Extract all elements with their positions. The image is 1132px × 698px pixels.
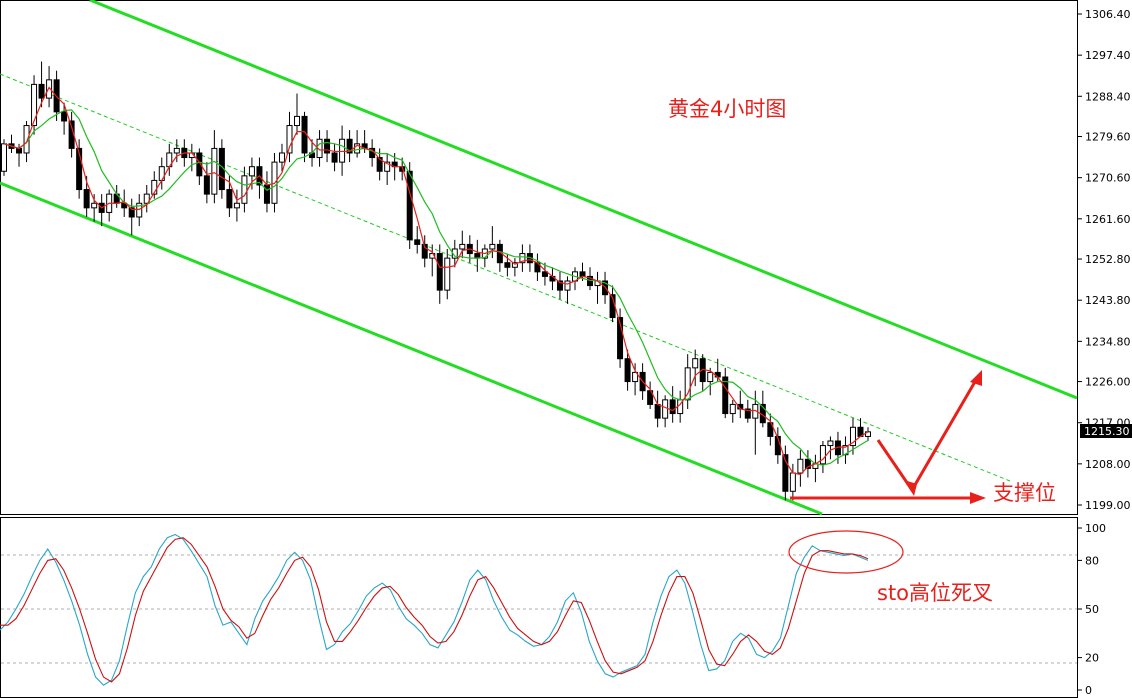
forecast-arrow (876, 370, 982, 496)
candle (632, 363, 639, 396)
candle (511, 258, 518, 277)
candle (819, 440, 826, 473)
candle (143, 184, 150, 213)
sto-tick-label: 20 (1085, 652, 1099, 665)
price-tick-label: 1297.40 (1085, 49, 1131, 62)
candle (331, 143, 338, 172)
price-tick-label: 1243.80 (1085, 294, 1131, 307)
stochastic-k-line (0, 533, 869, 686)
price-tick-label: 1208.00 (1085, 458, 1131, 471)
candle (722, 367, 729, 419)
channel-lower-line (0, 181, 823, 516)
candle (196, 148, 203, 185)
candle (421, 235, 428, 268)
chart-title: 黄金4小时图 (668, 97, 786, 121)
price-tick-label: 1226.00 (1085, 376, 1131, 389)
price-tick-label: 1306.40 (1085, 8, 1131, 21)
candle (339, 125, 346, 176)
current-price-badge: 1215.30 (1080, 424, 1132, 438)
channel-upper-line (89, 0, 1078, 400)
candle (489, 226, 496, 259)
candle (684, 354, 691, 409)
candle (797, 450, 804, 487)
price-tick-label: 1234.80 (1085, 335, 1131, 348)
candle (729, 399, 736, 423)
candle (707, 367, 714, 396)
candle (173, 139, 180, 163)
sto-tick-label: 100 (1085, 522, 1106, 535)
candle (76, 139, 83, 199)
candle (233, 189, 240, 222)
candle (827, 436, 834, 460)
candle (38, 61, 45, 108)
candle (384, 152, 391, 185)
candle (624, 349, 631, 391)
candle (61, 102, 68, 135)
stochastic-d-line (0, 537, 869, 683)
stochastic-axis: 100 80 50 20 0 (1077, 522, 1106, 697)
candle (354, 130, 361, 158)
candle (203, 162, 210, 204)
high-cross-circle (788, 530, 904, 574)
price-tick-label: 1261.60 (1085, 213, 1131, 226)
candle (617, 308, 624, 368)
support-arrow (790, 492, 986, 504)
sto-tick-label: 0 (1085, 684, 1092, 697)
ma-fast-line (3, 86, 869, 476)
candle (316, 130, 323, 167)
candle (767, 413, 774, 446)
candle (519, 244, 526, 272)
candle (541, 262, 548, 286)
candle (564, 276, 571, 304)
candle (406, 162, 413, 249)
candle (286, 111, 293, 163)
candle (136, 194, 143, 227)
candle (31, 75, 38, 135)
sto-tick-label: 80 (1085, 554, 1099, 567)
candle (556, 271, 563, 300)
candle (241, 166, 248, 213)
price-plot (0, 0, 1078, 516)
stochastic-panel-frame (0, 517, 1078, 698)
current-price-text: 1215.30 (1084, 425, 1130, 438)
candle (346, 130, 353, 163)
candle (294, 93, 301, 135)
price-tick-label: 1279.60 (1085, 131, 1131, 144)
candle (151, 171, 158, 199)
candle (849, 418, 856, 455)
price-panel-frame (0, 0, 1078, 515)
price-tick-label: 1270.60 (1085, 172, 1131, 185)
candle (324, 130, 331, 163)
price-axis: 1306.40 1297.40 1288.40 1279.60 1270.60 1261.… (1077, 8, 1131, 512)
candle (451, 239, 458, 268)
candle (414, 226, 421, 254)
candle (752, 390, 759, 455)
candle (804, 450, 811, 478)
candle (647, 381, 654, 409)
sto-annotation: sto高位死叉 (877, 581, 993, 605)
stochastic-plot: sto高位死叉 (0, 530, 1077, 686)
price-tick-label: 1199.00 (1085, 499, 1131, 512)
price-tick-label: 1288.40 (1085, 90, 1131, 103)
price-tick-label: 1252.80 (1085, 253, 1131, 266)
support-label: 支撑位 (993, 481, 1056, 505)
candle (444, 248, 451, 300)
candle (744, 399, 751, 423)
candle (669, 386, 676, 423)
candle (692, 349, 699, 387)
candle (436, 244, 443, 304)
candle (782, 445, 789, 501)
candle (459, 230, 466, 259)
candle (128, 198, 135, 236)
sto-tick-label: 50 (1085, 603, 1099, 616)
candle (278, 143, 285, 172)
candle (211, 130, 218, 204)
